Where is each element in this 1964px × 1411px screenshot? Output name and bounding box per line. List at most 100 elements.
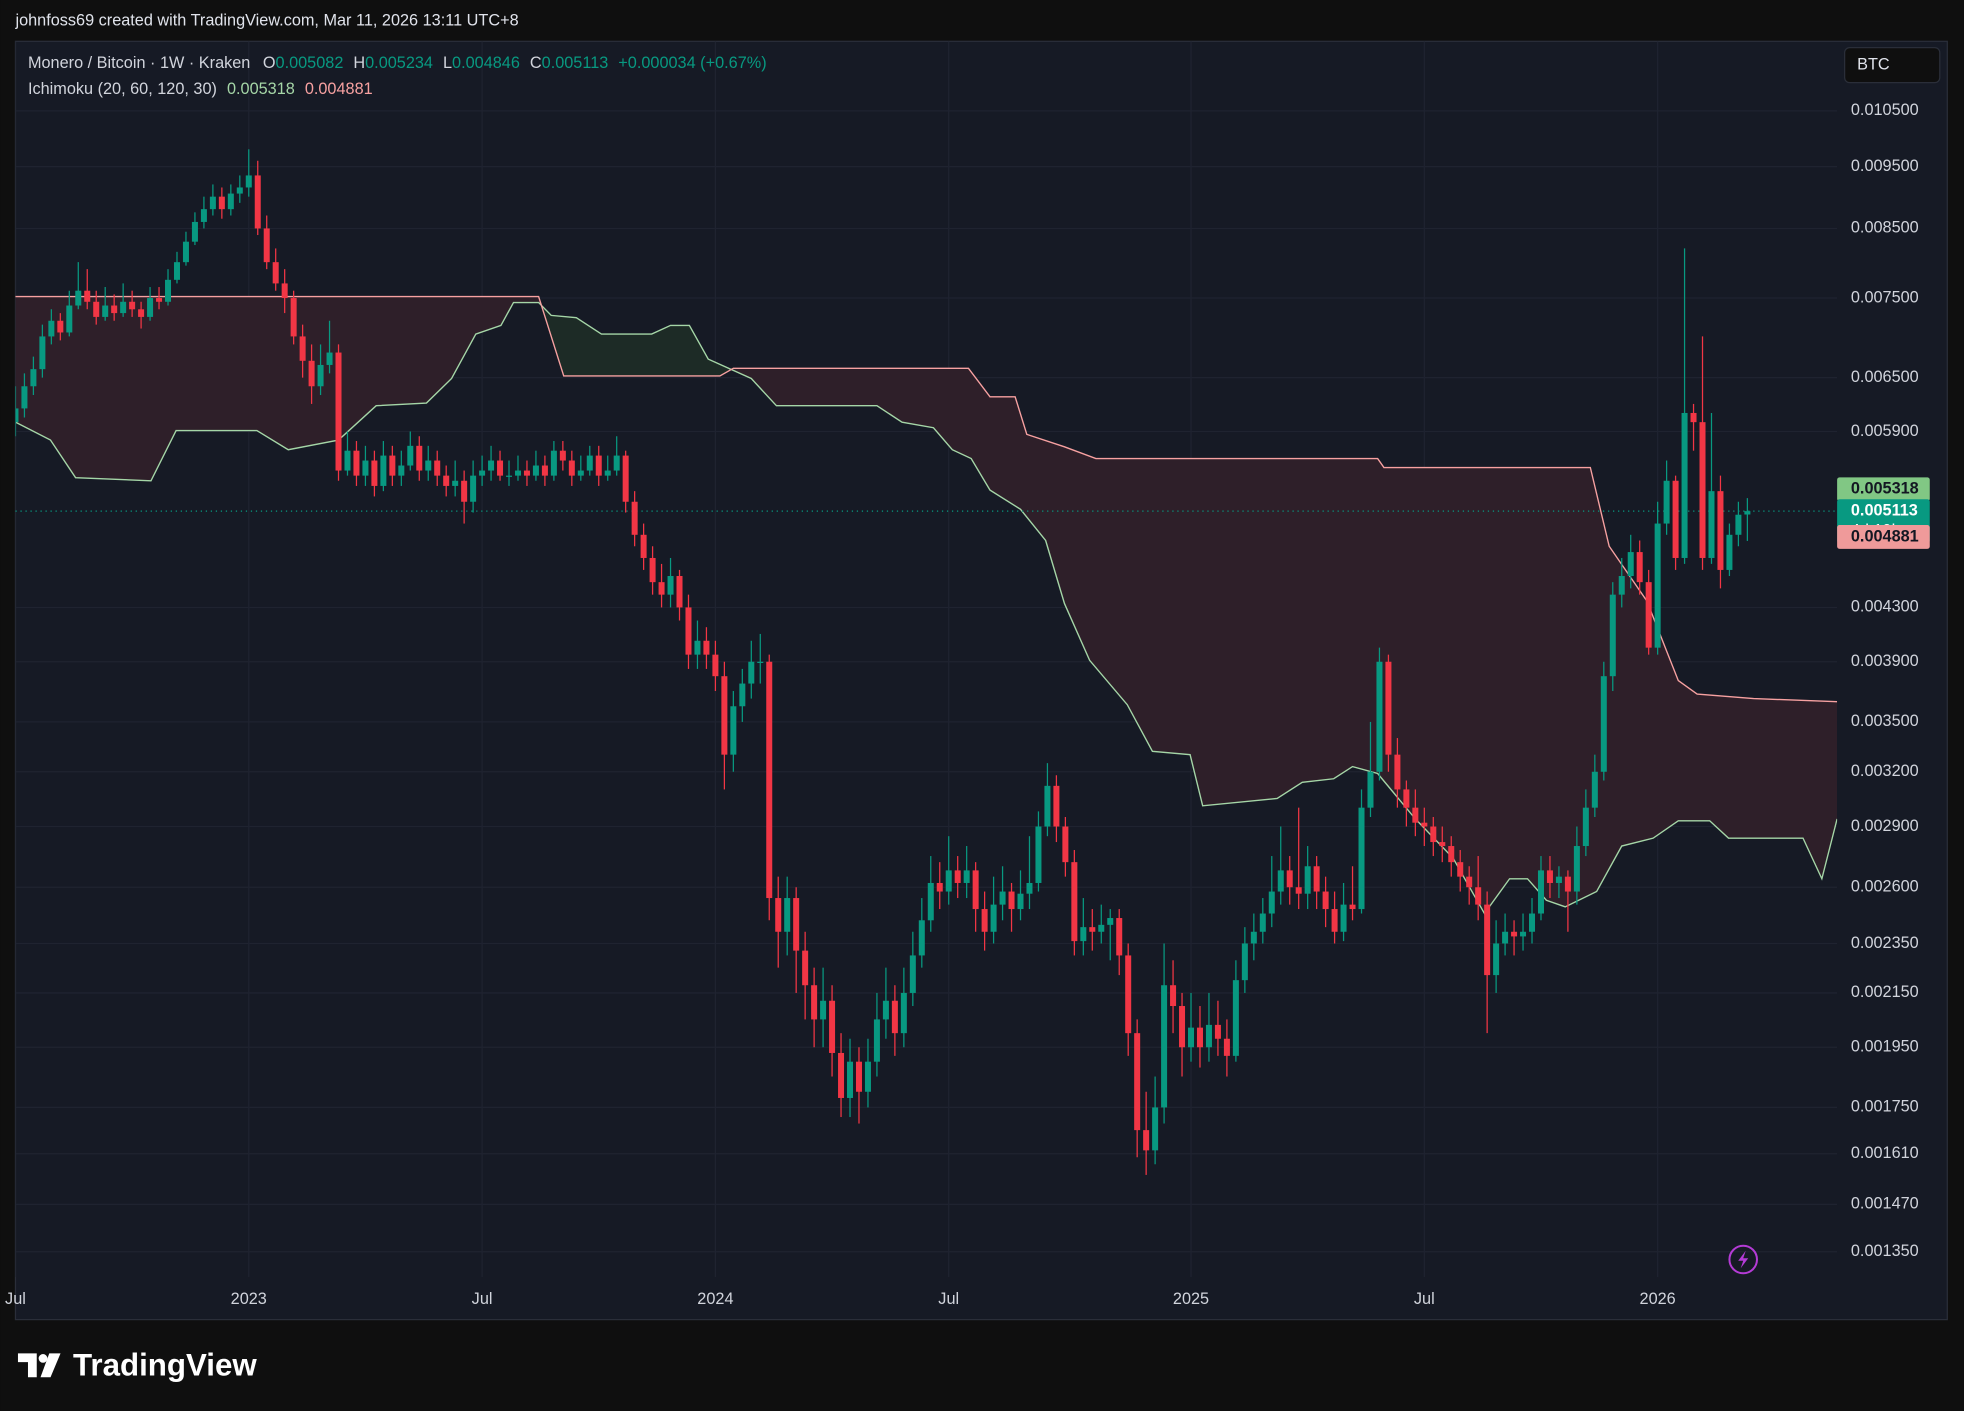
candle-body xyxy=(227,193,234,210)
y-tick-label: 0.007500 xyxy=(1851,288,1919,306)
cloud-fill xyxy=(542,306,732,376)
candle-body xyxy=(1205,1024,1212,1048)
candle-body xyxy=(1349,904,1356,910)
candle-body xyxy=(1295,887,1302,894)
cloud-fill xyxy=(15,296,543,481)
candle-body xyxy=(326,352,333,365)
candle-body xyxy=(245,175,252,188)
candle-body xyxy=(649,557,656,583)
candle-body xyxy=(290,298,297,337)
x-tick-label: 2026 xyxy=(1640,1290,1676,1308)
candle-body xyxy=(317,364,324,387)
candle-body xyxy=(15,408,19,423)
candle-body xyxy=(1107,918,1114,925)
candle-body xyxy=(1573,846,1580,892)
candle-body xyxy=(281,283,288,299)
candle-body xyxy=(182,241,189,263)
candle-body xyxy=(371,460,378,486)
symbol-legend: Monero / Bitcoin · 1W · Kraken O0.005082 H… xyxy=(28,54,767,72)
candle-body xyxy=(200,209,207,222)
candle-body xyxy=(945,870,952,892)
candle-body xyxy=(452,480,459,486)
candle-body xyxy=(425,460,432,471)
candle-body xyxy=(873,1019,880,1062)
candle-body xyxy=(263,228,270,263)
candle-body xyxy=(1609,594,1616,677)
candle-body xyxy=(820,1000,827,1020)
candle-body xyxy=(1134,1033,1141,1131)
candle-body xyxy=(793,898,800,951)
candle-body xyxy=(900,992,907,1034)
candle-body xyxy=(1250,931,1257,944)
candle-body xyxy=(479,470,486,476)
candle-body xyxy=(1636,552,1643,583)
brand-name: TradingView xyxy=(73,1347,257,1382)
price-label: 0.004881 xyxy=(1851,527,1919,545)
candle-body xyxy=(1412,807,1419,823)
candle-body xyxy=(1089,927,1096,932)
ohlc-key: O xyxy=(263,54,276,72)
candle-body xyxy=(703,640,710,655)
candle-body xyxy=(1062,826,1069,863)
candle-body xyxy=(1457,862,1464,877)
candle-body xyxy=(1394,754,1401,790)
candle-body xyxy=(308,360,315,387)
candle-body xyxy=(811,985,818,1020)
ohlc-key: L xyxy=(443,54,452,72)
candle-body xyxy=(1152,1107,1159,1151)
candle-body xyxy=(1564,876,1571,892)
y-tick-label: 0.001950 xyxy=(1851,1038,1919,1056)
x-tick-label: 2024 xyxy=(697,1290,733,1308)
y-tick-label: 0.001350 xyxy=(1851,1242,1919,1260)
candle-body xyxy=(1080,927,1087,942)
candle-body xyxy=(604,470,611,476)
lightning-icon[interactable] xyxy=(1728,1244,1758,1275)
candle-body xyxy=(766,661,773,899)
plot-area xyxy=(15,149,1838,1175)
candle-body xyxy=(523,470,530,476)
candle-body xyxy=(39,336,46,370)
candle-body xyxy=(802,950,809,986)
candle-body xyxy=(972,870,979,910)
ichimoku-line xyxy=(15,295,1838,703)
candle-body xyxy=(1376,661,1383,772)
candle-body xyxy=(1214,1024,1221,1039)
y-tick-label: 0.001750 xyxy=(1851,1098,1919,1116)
candle-body xyxy=(1196,1027,1203,1048)
candle-body xyxy=(1358,807,1365,910)
candle-body xyxy=(156,298,163,302)
currency-button[interactable] xyxy=(1843,46,1941,84)
candle-body xyxy=(1735,514,1742,535)
candle-body xyxy=(1116,918,1123,956)
candle-body xyxy=(577,470,584,476)
indicator-value: 0.005318 xyxy=(227,80,295,98)
symbol-name: Monero / Bitcoin · 1W · Kraken xyxy=(28,54,250,72)
candle-body xyxy=(1493,943,1500,976)
candle-body xyxy=(1484,904,1491,976)
candle-body xyxy=(389,455,396,476)
candle-body xyxy=(559,450,566,461)
candle-body xyxy=(963,870,970,883)
candle-body xyxy=(1179,1006,1186,1048)
candle-body xyxy=(1035,826,1042,883)
candle-body xyxy=(918,920,925,956)
candle-body xyxy=(1582,807,1589,847)
candle-body xyxy=(1466,876,1473,888)
candle-body xyxy=(739,683,746,707)
indicator-value: 0.004881 xyxy=(305,80,373,98)
candle-body xyxy=(1591,771,1598,808)
price-label-box xyxy=(1837,525,1930,549)
candle-body xyxy=(954,870,961,883)
candle-body xyxy=(1627,552,1634,577)
candle-body xyxy=(1421,822,1428,827)
candle-body xyxy=(111,305,118,314)
y-tick-label: 0.002600 xyxy=(1851,878,1919,896)
candle-body xyxy=(936,882,943,892)
ohlc-value: 0.004846 xyxy=(452,54,520,72)
currency-label[interactable]: BTC xyxy=(1857,55,1890,73)
candle-body xyxy=(838,1052,845,1098)
candle-body xyxy=(694,640,701,655)
candle-body xyxy=(1313,866,1320,892)
candle-body xyxy=(488,460,495,471)
candle-body xyxy=(1520,931,1527,937)
